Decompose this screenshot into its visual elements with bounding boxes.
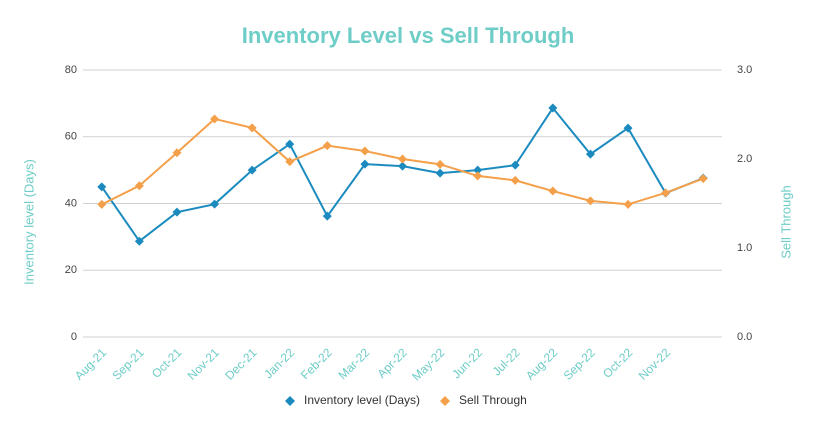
- x-tick-label: Feb-22: [298, 345, 335, 382]
- point-marker: [247, 123, 257, 133]
- x-tick-label: May-22: [409, 345, 447, 383]
- point-marker: [623, 123, 633, 133]
- point-marker: [210, 114, 220, 124]
- point-marker: [661, 188, 671, 198]
- x-tick-label: Apr-22: [374, 345, 410, 381]
- point-marker: [210, 199, 220, 209]
- x-tick-label: Dec-21: [222, 345, 259, 382]
- point-marker: [172, 148, 182, 158]
- point-marker: [398, 154, 407, 164]
- legend-marker: [440, 396, 450, 406]
- point-marker: [698, 174, 708, 184]
- point-marker: [585, 196, 595, 206]
- point-marker: [435, 168, 445, 178]
- point-marker: [285, 139, 295, 149]
- y2-tick-label: 1.0: [737, 242, 752, 254]
- x-tick-label: Jul-22: [490, 345, 523, 378]
- point-marker: [435, 159, 445, 169]
- y-tick-label: 20: [65, 264, 77, 276]
- point-marker: [172, 207, 182, 217]
- point-marker: [510, 175, 520, 185]
- point-marker: [398, 161, 407, 171]
- x-tick-label: Aug-22: [523, 345, 560, 382]
- y-tick-label: 80: [65, 64, 77, 76]
- x-tick-label: Jan-22: [261, 345, 297, 381]
- point-marker: [247, 165, 257, 175]
- x-tick-label: Sep-21: [109, 345, 146, 382]
- point-marker: [510, 160, 520, 170]
- point-marker: [548, 103, 558, 113]
- y2-tick-label: 0.0: [737, 331, 752, 343]
- point-marker: [134, 181, 144, 191]
- point-marker: [285, 157, 295, 167]
- point-marker: [322, 141, 332, 151]
- x-tick-label: Sep-22: [561, 345, 598, 382]
- x-tick-label: Oct-21: [149, 345, 185, 381]
- x-tick-label: Mar-22: [335, 345, 372, 382]
- point-marker: [360, 146, 370, 156]
- x-tick-label: Oct-22: [600, 345, 636, 381]
- point-marker: [360, 159, 370, 169]
- y2-axis-title: Sell Through: [778, 185, 793, 258]
- y-tick-label: 60: [65, 131, 77, 143]
- chart-title: Inventory Level vs Sell Through: [242, 23, 575, 48]
- x-tick-label: Jun-22: [449, 345, 485, 381]
- y-axis-title: Inventory level (Days): [21, 159, 36, 285]
- point-marker: [97, 199, 107, 209]
- x-tick-label: Nov-21: [185, 345, 222, 382]
- y-tick-label: 40: [65, 197, 77, 209]
- y2-tick-label: 3.0: [737, 64, 752, 76]
- x-tick-label: Aug-21: [72, 345, 109, 382]
- point-marker: [97, 182, 107, 192]
- series-line: [100, 106, 704, 243]
- legend-label: Sell Through: [459, 393, 527, 407]
- legend-label: Inventory level (Days): [304, 393, 420, 407]
- point-marker: [134, 236, 144, 246]
- point-marker: [473, 165, 483, 175]
- y-tick-label: 0: [71, 331, 77, 343]
- y2-tick-label: 2.0: [737, 153, 752, 165]
- point-marker: [623, 199, 633, 209]
- point-marker: [322, 211, 332, 221]
- x-tick-label: Nov-22: [636, 345, 673, 382]
- legend-marker: [285, 396, 295, 406]
- point-marker: [548, 186, 558, 196]
- point-marker: [473, 171, 483, 181]
- point-marker: [585, 149, 595, 159]
